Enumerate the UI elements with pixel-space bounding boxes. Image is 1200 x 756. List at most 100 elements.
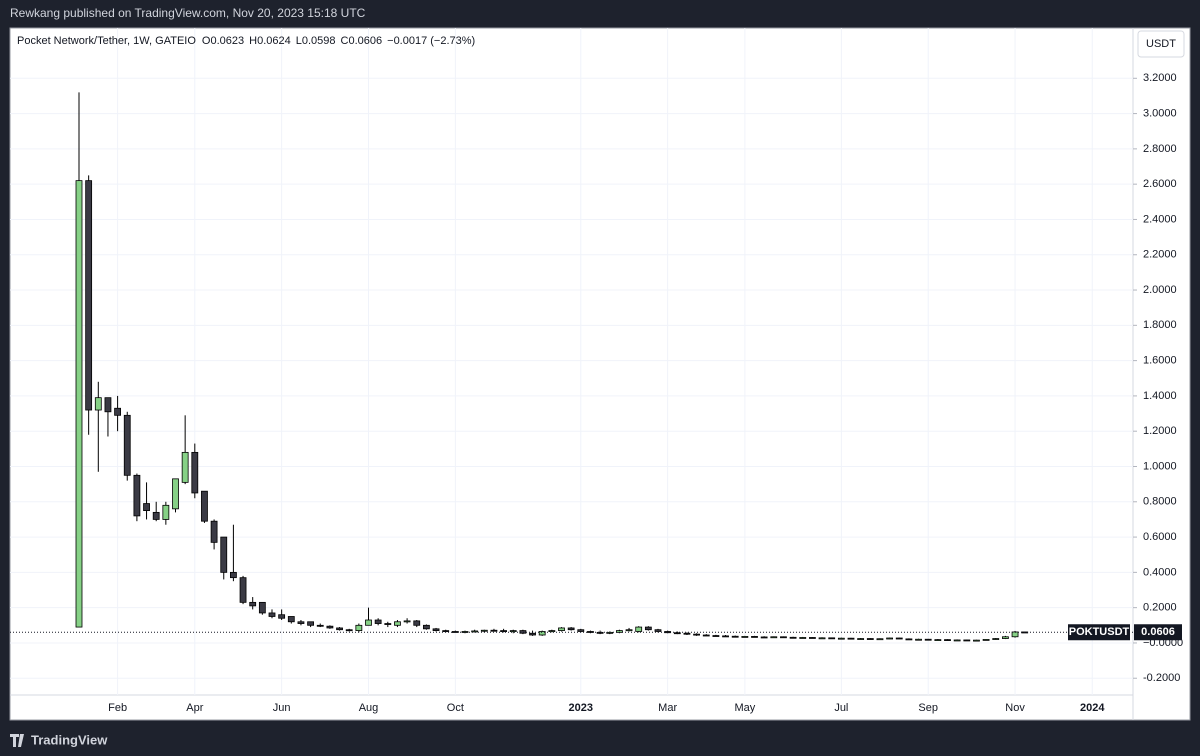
candle-body <box>394 621 401 626</box>
y-tick-label: 2.2000 <box>1143 249 1177 261</box>
candle-body <box>683 632 691 635</box>
candle-body <box>461 631 469 633</box>
candle-body <box>828 637 836 640</box>
candle-body <box>789 636 797 639</box>
candle-body <box>123 414 131 476</box>
candle-body <box>181 451 189 483</box>
candle-body <box>365 619 372 626</box>
y-tick-label: 1.6000 <box>1143 355 1177 367</box>
candle-body <box>712 635 720 637</box>
x-tick-label: 2023 <box>569 702 593 714</box>
x-tick-label: Aug <box>359 702 379 714</box>
candle-body <box>239 577 247 603</box>
candle-body <box>558 627 565 631</box>
x-tick-label: Mar <box>658 702 677 714</box>
candle-body <box>229 571 237 579</box>
candle-body <box>944 639 951 641</box>
candle-body <box>143 503 150 512</box>
x-tick-label: 2024 <box>1080 702 1105 714</box>
y-tick-label: -0.2000 <box>1143 672 1180 684</box>
ticker-tag <box>1068 624 1130 641</box>
candle-body <box>577 629 585 632</box>
candle-body <box>741 636 749 638</box>
candle-body <box>326 625 334 629</box>
candle-body <box>673 632 681 635</box>
y-tick-label: 2.0000 <box>1143 284 1177 296</box>
y-tick-label: 2.4000 <box>1143 213 1177 225</box>
ticker-tag-label: POKTUSDT <box>1069 626 1130 638</box>
legend-symbol: Pocket Network/Tether, 1W, GATEIO <box>17 35 196 47</box>
candle-body <box>654 629 662 632</box>
candle-body <box>818 637 826 640</box>
y-tick-label: 0.4000 <box>1143 566 1177 578</box>
candle-body <box>693 633 700 636</box>
candle-body <box>538 631 546 636</box>
candle-body <box>760 636 768 639</box>
candle-body <box>451 631 459 633</box>
candle-body <box>857 638 865 640</box>
candle-body <box>500 630 508 632</box>
candle-body <box>606 631 614 634</box>
candle-body <box>596 631 604 634</box>
candle-body <box>519 630 527 634</box>
plot <box>10 28 1133 695</box>
candle-body <box>152 511 160 520</box>
logo-icon <box>10 734 24 747</box>
candle-body <box>799 637 807 639</box>
currency[interactable]: USDT <box>1146 38 1176 50</box>
y-tick-label: 3.2000 <box>1143 72 1177 84</box>
candle-body <box>94 397 102 411</box>
candle-body <box>731 635 739 638</box>
x-tick-label: Feb <box>108 702 127 714</box>
x-tick-label: Nov <box>1005 702 1025 714</box>
candle-body <box>847 637 855 640</box>
legend-field: H <box>249 35 257 47</box>
legend-field: C <box>341 35 349 47</box>
candle-body <box>1002 636 1009 639</box>
candle-body <box>702 634 710 637</box>
legend-field: L <box>296 35 302 47</box>
candle-body <box>85 180 93 411</box>
candle-body <box>924 638 932 641</box>
candle-body <box>471 630 479 633</box>
footer-logo <box>10 734 24 747</box>
candle-body <box>210 520 218 543</box>
price-tag <box>1134 624 1182 641</box>
x-tick-label: Apr <box>186 702 203 714</box>
candle-body <box>529 632 536 636</box>
candle-body <box>982 639 990 641</box>
candle-body <box>133 474 141 517</box>
candle-body <box>422 624 430 630</box>
y-tick-label: 2.6000 <box>1143 178 1177 190</box>
candle-body <box>442 630 450 632</box>
chart-panel <box>9 27 1191 721</box>
currency-button[interactable] <box>1137 30 1185 58</box>
y-tick-label: 1.0000 <box>1143 460 1177 472</box>
candle-body <box>384 623 392 625</box>
candle-body <box>915 638 922 641</box>
candle-body <box>307 621 315 626</box>
candle-body <box>625 629 633 632</box>
candle-body <box>751 636 758 638</box>
candle-body <box>287 616 295 623</box>
y-tick-label: 2.8000 <box>1143 143 1177 155</box>
candle-body <box>336 627 343 631</box>
candle-body <box>162 504 170 520</box>
candle-body <box>644 626 652 631</box>
candle-body <box>345 629 353 632</box>
legend-change: −0.0017 (−2.73%) <box>387 35 475 47</box>
legend-value: 0.0623 <box>210 35 244 47</box>
candle-body <box>191 451 199 494</box>
candle-body <box>258 601 266 614</box>
x-tick-label: May <box>734 702 755 714</box>
y-tick-label: 1.4000 <box>1143 390 1177 402</box>
x-tick-label: Oct <box>447 702 464 714</box>
price-tag-label: 0.0606 <box>1141 626 1175 638</box>
candle-body <box>114 407 121 416</box>
candle-body <box>635 626 643 632</box>
candle-body <box>75 180 83 628</box>
candle-body <box>268 612 276 617</box>
y-tick-label: 0.2000 <box>1143 602 1177 614</box>
candle-body <box>413 620 421 626</box>
candle-body <box>509 630 517 632</box>
